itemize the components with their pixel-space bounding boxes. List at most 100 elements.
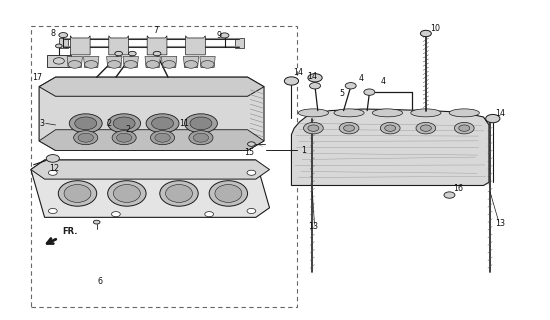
Polygon shape xyxy=(31,160,270,179)
Circle shape xyxy=(129,51,136,56)
Text: 14: 14 xyxy=(293,68,303,77)
Circle shape xyxy=(220,33,229,38)
Circle shape xyxy=(190,117,212,130)
Circle shape xyxy=(205,212,213,217)
Text: 5: 5 xyxy=(340,89,345,98)
Text: 9: 9 xyxy=(216,31,222,40)
Circle shape xyxy=(53,58,64,64)
Circle shape xyxy=(108,60,121,68)
Text: 11: 11 xyxy=(179,119,190,128)
Polygon shape xyxy=(235,38,244,48)
Circle shape xyxy=(56,44,62,48)
Circle shape xyxy=(94,220,100,224)
Ellipse shape xyxy=(449,109,480,117)
Circle shape xyxy=(454,123,474,134)
Ellipse shape xyxy=(108,181,146,206)
Circle shape xyxy=(420,125,431,131)
Circle shape xyxy=(115,51,123,56)
Circle shape xyxy=(46,155,59,162)
Circle shape xyxy=(146,60,160,68)
Text: 10: 10 xyxy=(430,24,439,33)
Circle shape xyxy=(345,83,356,89)
Circle shape xyxy=(339,123,359,134)
Circle shape xyxy=(146,114,179,133)
Polygon shape xyxy=(67,56,82,68)
Polygon shape xyxy=(31,160,270,217)
Circle shape xyxy=(284,77,299,85)
Circle shape xyxy=(420,30,431,37)
Circle shape xyxy=(416,123,436,134)
Circle shape xyxy=(113,117,135,130)
Circle shape xyxy=(486,115,500,123)
Ellipse shape xyxy=(113,185,140,202)
Circle shape xyxy=(459,125,470,131)
Circle shape xyxy=(364,89,375,95)
Circle shape xyxy=(108,114,141,133)
Text: 7: 7 xyxy=(153,26,158,35)
Circle shape xyxy=(112,131,136,145)
Bar xyxy=(31,26,297,307)
Polygon shape xyxy=(162,56,177,68)
Polygon shape xyxy=(200,56,215,68)
Text: 3: 3 xyxy=(39,119,44,128)
Ellipse shape xyxy=(64,185,91,202)
Polygon shape xyxy=(292,109,489,186)
Text: 16: 16 xyxy=(453,184,463,193)
Text: 1: 1 xyxy=(301,146,306,155)
Circle shape xyxy=(304,123,323,134)
Circle shape xyxy=(69,114,102,133)
Ellipse shape xyxy=(215,185,242,202)
Circle shape xyxy=(85,60,98,68)
Polygon shape xyxy=(123,56,139,68)
Circle shape xyxy=(59,33,68,38)
Polygon shape xyxy=(39,77,264,96)
Ellipse shape xyxy=(58,181,97,206)
Text: 13: 13 xyxy=(308,222,318,231)
Circle shape xyxy=(184,60,197,68)
Circle shape xyxy=(112,212,120,217)
Ellipse shape xyxy=(334,109,364,117)
Circle shape xyxy=(117,133,132,142)
Polygon shape xyxy=(145,56,161,68)
Text: 15: 15 xyxy=(244,148,254,157)
Circle shape xyxy=(308,125,319,131)
Polygon shape xyxy=(47,55,71,67)
Text: 2: 2 xyxy=(126,125,131,134)
Ellipse shape xyxy=(209,181,248,206)
Circle shape xyxy=(75,117,97,130)
Ellipse shape xyxy=(298,109,328,117)
Circle shape xyxy=(189,131,213,145)
Text: 13: 13 xyxy=(495,219,505,228)
Text: 14: 14 xyxy=(307,72,317,81)
Circle shape xyxy=(151,131,174,145)
Circle shape xyxy=(247,208,256,213)
Circle shape xyxy=(163,60,175,68)
Polygon shape xyxy=(147,36,167,55)
Text: FR.: FR. xyxy=(63,228,78,236)
Polygon shape xyxy=(107,56,122,68)
Polygon shape xyxy=(39,130,264,150)
Circle shape xyxy=(310,83,321,89)
Text: 8: 8 xyxy=(50,29,55,38)
Circle shape xyxy=(193,133,208,142)
Polygon shape xyxy=(84,56,99,68)
Circle shape xyxy=(48,208,57,213)
Polygon shape xyxy=(59,38,68,48)
Circle shape xyxy=(248,142,255,146)
Text: 4: 4 xyxy=(359,74,364,83)
Text: 4: 4 xyxy=(381,77,386,86)
Polygon shape xyxy=(39,77,264,150)
Circle shape xyxy=(78,133,94,142)
Ellipse shape xyxy=(160,181,198,206)
Polygon shape xyxy=(185,36,205,55)
Circle shape xyxy=(48,170,57,175)
Text: 17: 17 xyxy=(32,73,43,82)
Circle shape xyxy=(381,123,400,134)
Text: 12: 12 xyxy=(49,164,59,173)
Circle shape xyxy=(68,60,81,68)
Circle shape xyxy=(201,60,214,68)
Circle shape xyxy=(308,74,322,82)
Circle shape xyxy=(247,170,256,175)
Circle shape xyxy=(444,192,455,198)
Ellipse shape xyxy=(166,185,192,202)
